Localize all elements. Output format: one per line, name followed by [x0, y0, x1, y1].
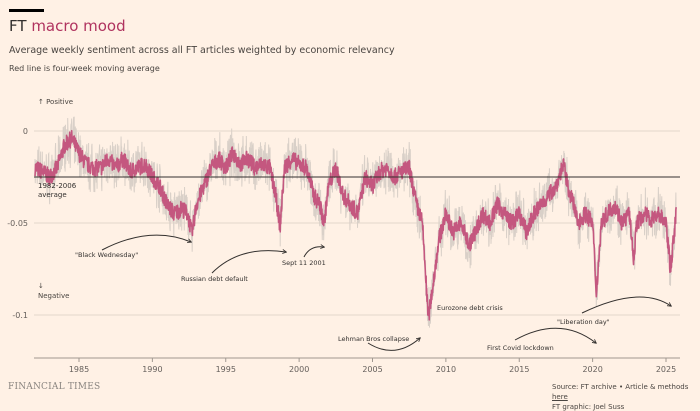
chart-title: FT macro mood: [9, 17, 126, 35]
annotation-label: Eurozone debt crisis: [437, 304, 503, 312]
ft-logo: FINANCIAL TIMES: [8, 382, 101, 392]
x-tick-label: 2020: [582, 365, 602, 374]
chart-note: Red line is four-week moving average: [9, 64, 160, 73]
credit-text: FT graphic: Joel Suss: [552, 403, 625, 411]
annotation-arrow: [581, 296, 671, 314]
x-tick-label: 2015: [509, 365, 529, 374]
x-tick-label: 2010: [436, 365, 456, 374]
annotation-label: "Black Wednesday": [75, 251, 138, 259]
y-tick-label: -0.05: [7, 219, 28, 228]
annotation-arrow: [367, 338, 420, 351]
positive-label: ↑ Positive: [38, 98, 73, 106]
annotation-arrow: [303, 247, 324, 258]
x-tick-label: 2005: [362, 365, 382, 374]
annotation-arrow: [514, 327, 596, 343]
y-tick-label: 0: [23, 127, 28, 136]
x-tick-label: 1990: [142, 365, 162, 374]
x-tick-label: 2000: [289, 365, 309, 374]
source-text: Source: FT archive • Article & methods: [552, 383, 689, 391]
reference-label: 1982-2006: [38, 182, 77, 190]
title-prefix: FT: [9, 17, 27, 35]
annotation-arrow: [101, 234, 191, 251]
annotation-label: Lehman Bros collapse: [338, 335, 409, 343]
moving-average-line: [34, 129, 677, 321]
x-tick-label: 2025: [656, 365, 676, 374]
x-tick-label: 1995: [216, 365, 236, 374]
annotation-label: "Liberation day": [557, 318, 610, 326]
weekly-sentiment-line: [34, 116, 677, 328]
title-highlight: macro mood: [31, 17, 126, 35]
negative-arrow: ↓: [38, 282, 44, 290]
methods-link[interactable]: here: [552, 393, 568, 401]
header-rule: [9, 9, 44, 12]
annotation-label: Sept 11 2001: [282, 259, 326, 267]
reference-label: average: [38, 191, 67, 199]
negative-label: Negative: [38, 292, 69, 300]
x-tick-label: 1985: [69, 365, 89, 374]
y-tick-label: -0.1: [12, 311, 28, 320]
annotation-label: First Covid lockdown: [487, 344, 554, 352]
chart-subtitle: Average weekly sentiment across all FT a…: [9, 45, 395, 56]
annotation-label: Russian debt default: [181, 275, 248, 283]
source-note: Source: FT archive • Article & methods h…: [552, 382, 700, 411]
annotation-arrow: [211, 251, 286, 274]
